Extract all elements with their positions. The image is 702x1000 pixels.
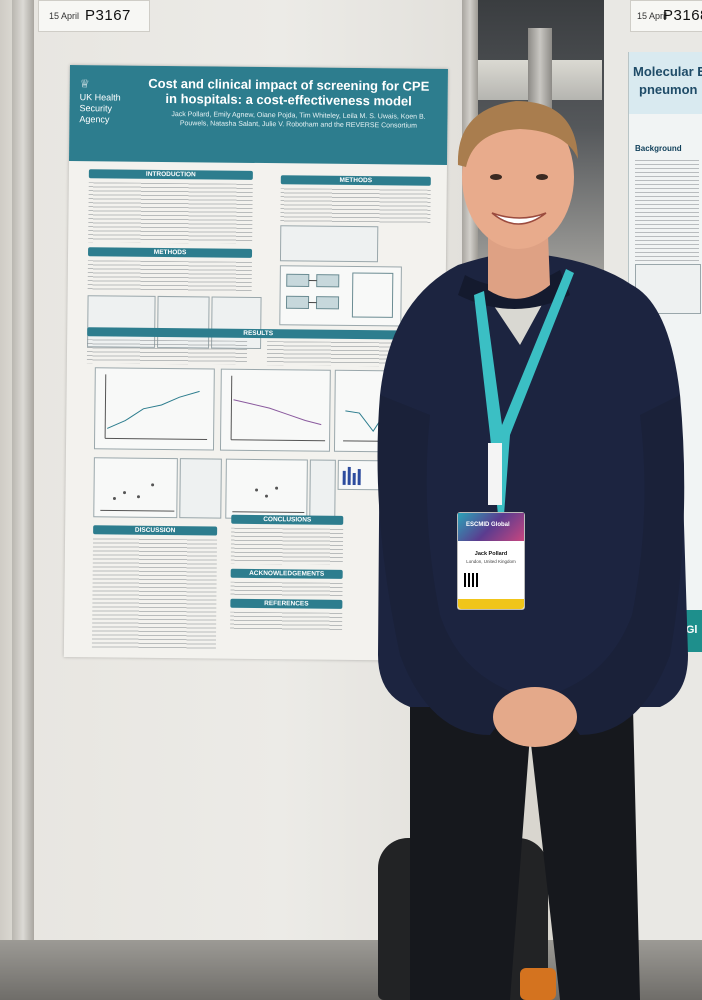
eye — [536, 174, 548, 180]
section-methods: METHODS — [87, 247, 253, 258]
right-arm — [550, 395, 685, 735]
neighbouring-poster-title: Molecular E — [633, 64, 702, 79]
section-conclusions: CONCLUSIONS — [231, 514, 344, 525]
ukhsa-logo: ♕ UK Health Security Agency — [79, 78, 132, 140]
methods-text-block — [87, 260, 252, 292]
neighbouring-poster-title: pneumon — [639, 82, 698, 97]
figure-caption-box — [309, 459, 336, 520]
poster-number-tag-right: 15 April P3168 — [630, 0, 702, 32]
lanyard-strap — [488, 443, 502, 505]
tag-code: P3168 — [663, 7, 702, 24]
tag-code: P3167 — [85, 7, 131, 24]
figure-svg — [342, 466, 361, 486]
conclusions-text — [230, 527, 344, 565]
left-arm — [377, 395, 520, 735]
results-figure — [219, 368, 331, 452]
badge-footer — [458, 599, 524, 609]
tag-date: 15 April — [49, 11, 80, 21]
qr-code-icon — [464, 573, 478, 587]
hair — [457, 101, 578, 167]
logo-line: Agency — [79, 114, 110, 125]
trousers — [410, 665, 640, 1000]
hands — [493, 687, 577, 747]
backpack-tag — [520, 968, 556, 1000]
presenter-figure — [377, 101, 688, 1000]
section-introduction: INTRODUCTION — [88, 169, 253, 180]
figure-svg — [232, 486, 305, 513]
crest-icon: ♕ — [79, 78, 90, 91]
results-figure — [93, 367, 215, 451]
results-figure — [93, 457, 178, 519]
references-text — [230, 611, 343, 631]
eye — [490, 174, 502, 180]
smile — [491, 212, 547, 225]
acknowledgements-text — [230, 581, 343, 597]
tag-date: 15 April — [637, 11, 668, 21]
results-text-left — [86, 339, 248, 365]
neighbouring-poster-header — [629, 52, 702, 114]
badge-header: ESCMID Global — [458, 513, 524, 541]
research-poster: ♕ UK Health Security Agency Cost and cli… — [63, 65, 448, 661]
neck — [488, 235, 550, 299]
logo-line: Security — [79, 103, 113, 114]
parameters-table — [279, 225, 379, 263]
badge-location: London, United Kingdom — [466, 559, 516, 564]
figure-svg — [100, 483, 175, 512]
figure-caption-box — [179, 458, 222, 519]
section-references: REFERENCES — [230, 598, 343, 609]
section-acknowledgements: ACKNOWLEDGEMENTS — [230, 568, 343, 579]
results-figure — [225, 458, 308, 520]
section-discussion: DISCUSSION — [93, 525, 218, 536]
schematic-svg — [285, 272, 394, 318]
presenter — [370, 95, 700, 1000]
model-schematic — [279, 265, 402, 327]
poster-number-tag-left: 15 April P3167 — [38, 0, 150, 32]
name-badge: ESCMID Global Jack Pollard London, Unite… — [457, 512, 525, 610]
intro-text-block — [88, 182, 253, 244]
badge-name: Jack Pollard — [474, 551, 508, 557]
neighbouring-poster-section: Background — [635, 144, 682, 153]
figure-svg — [230, 375, 326, 442]
board-frame-pole — [12, 0, 34, 1000]
badge-header-text: ESCMID Global — [466, 522, 510, 528]
logo-line: UK Health — [79, 92, 121, 103]
results-bar-figure — [337, 459, 380, 491]
sweater — [378, 251, 688, 707]
figure-svg — [104, 374, 208, 440]
discussion-text — [91, 538, 218, 650]
